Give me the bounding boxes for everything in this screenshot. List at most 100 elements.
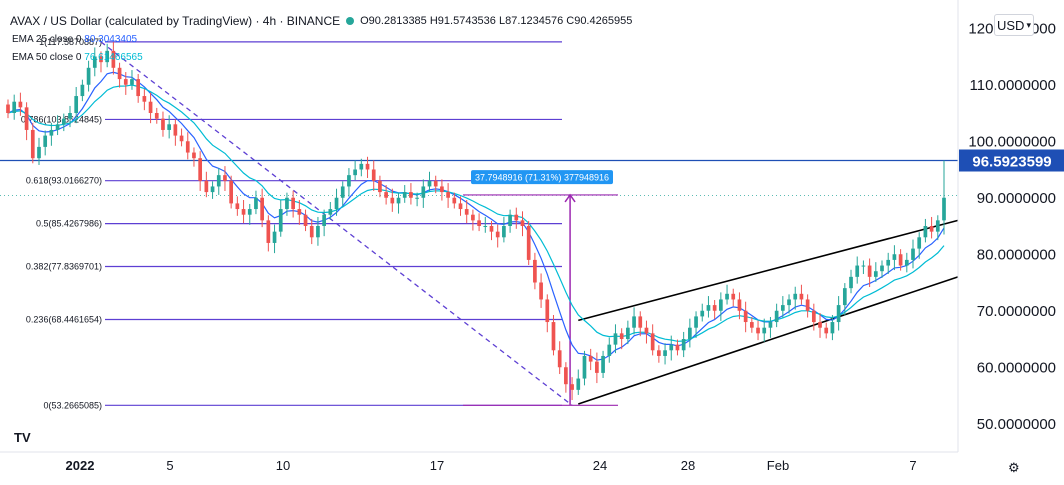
price-tick-label: 90.0000000 — [977, 190, 1056, 207]
candle-body — [582, 355, 587, 379]
candle-body — [911, 248, 915, 260]
candle-body — [235, 203, 240, 210]
ema25-line — [7, 71, 945, 361]
time-tick-label: 17 — [430, 458, 444, 473]
ohlc-values: O90.2813385 H91.5743536 L87.1234576 C90.… — [360, 15, 633, 27]
candle-body — [495, 231, 500, 238]
candle-body — [328, 209, 333, 215]
candle-body — [427, 180, 432, 187]
symbol-title[interactable]: AVAX / US Dollar (calculated by TradingV… — [10, 14, 341, 28]
currency-button[interactable]: USD ▾ — [994, 14, 1034, 36]
candle-body — [303, 214, 308, 226]
candle-body — [415, 197, 419, 199]
drawing-tools[interactable]: 37.7948916 (71.31%) 377948916 — [0, 41, 959, 406]
candle-body — [55, 124, 60, 130]
market-status-icon — [346, 17, 355, 25]
measure-label-box — [471, 170, 613, 185]
candle-body — [663, 350, 667, 356]
candle-body — [749, 322, 754, 328]
fib-level-label: 0.618(93.0166270) — [26, 176, 102, 186]
candle-body — [458, 203, 463, 210]
currency-label: USD — [997, 17, 1025, 33]
tradingview-logo-icon[interactable]: TV — [14, 430, 31, 445]
time-tick-label: 7 — [909, 458, 916, 473]
candle-body — [737, 299, 742, 311]
indicator-ema25[interactable]: EMA 25 close 0 80.3043405 — [12, 34, 137, 45]
candle-body — [638, 316, 643, 328]
fibonacci-retracement[interactable]: 1(117.5870887) 0.786(103.8624845) 0.618(93… — [21, 37, 562, 410]
candle-body — [340, 186, 345, 198]
candle-body — [502, 226, 506, 238]
candle-body — [861, 265, 866, 267]
candle-body — [644, 327, 649, 334]
time-axis[interactable]: 2022 5 10 17 24 28 Feb 7 — [0, 451, 958, 473]
indicator-ema50[interactable]: EMA 50 close 0 76.61466565 — [12, 52, 143, 63]
candle-body — [92, 56, 97, 68]
candle-body — [123, 79, 128, 85]
candle-body — [136, 79, 141, 97]
candle-body — [402, 192, 407, 198]
candle-body — [613, 333, 618, 345]
candle-body — [706, 305, 711, 311]
candle-body — [396, 197, 401, 204]
candle-body — [880, 265, 884, 272]
candle-body — [650, 333, 655, 351]
candle-body — [241, 209, 246, 215]
candle-body — [774, 310, 779, 323]
candle-body — [576, 378, 581, 390]
price-tick-label: 80.0000000 — [977, 246, 1056, 263]
candle-body — [30, 129, 35, 159]
wedge-lower-line — [578, 276, 959, 405]
logo-text: TV — [14, 430, 31, 445]
ema-lines — [7, 71, 945, 361]
candle-body — [148, 101, 153, 113]
candle-body — [185, 141, 190, 153]
candle-body — [204, 180, 209, 193]
candle-body — [471, 214, 475, 221]
candle-body — [154, 113, 159, 119]
candle-body — [316, 226, 320, 238]
candle-body — [607, 344, 612, 356]
price-axis-background — [958, 0, 1064, 480]
price-tick-label: 110.0000000 — [970, 77, 1056, 94]
candle-body — [942, 197, 946, 221]
candle-body — [811, 310, 816, 323]
candle-body — [830, 322, 835, 334]
candle-body — [508, 214, 512, 226]
price-label-badge — [959, 149, 1064, 172]
candle-body — [229, 180, 233, 204]
candle-body — [37, 146, 41, 159]
candle-body — [216, 175, 221, 187]
price-axis[interactable]: 120.0000000110.0000000100.000000090.0000… — [957, 0, 1064, 480]
price-tick-label: 60.0000000 — [977, 359, 1056, 376]
fib-level-label: 1(117.5870887) — [39, 37, 102, 47]
candle-body — [681, 339, 686, 351]
candle-body — [483, 226, 488, 227]
measure-arrow — [564, 193, 576, 203]
price-tick-label: 70.0000000 — [977, 303, 1056, 320]
candle-body — [80, 84, 85, 97]
candle-body — [805, 299, 810, 311]
candle-body — [793, 293, 798, 300]
candle-body — [433, 180, 438, 187]
fib-trend-line — [100, 41, 573, 406]
candle-body — [570, 384, 574, 390]
candle-body — [935, 220, 940, 232]
candle-body — [588, 355, 593, 362]
candle-body — [161, 118, 165, 130]
candle-body — [105, 50, 110, 63]
measure-label-text: 37.7948916 (71.31%) 377948916 — [475, 173, 609, 183]
gear-icon[interactable]: ⚙ — [1008, 460, 1020, 475]
candle-body — [6, 104, 10, 113]
candle-body — [334, 197, 339, 210]
candle-body — [762, 327, 767, 334]
candle-body — [86, 67, 91, 85]
candle-body — [892, 254, 897, 260]
candle-body — [626, 327, 630, 339]
candle-body — [43, 135, 48, 147]
candle-body — [799, 293, 804, 300]
fib-level-label: 0(53.2665085) — [43, 400, 102, 410]
indicator-label: EMA 25 close 0 — [12, 34, 82, 45]
